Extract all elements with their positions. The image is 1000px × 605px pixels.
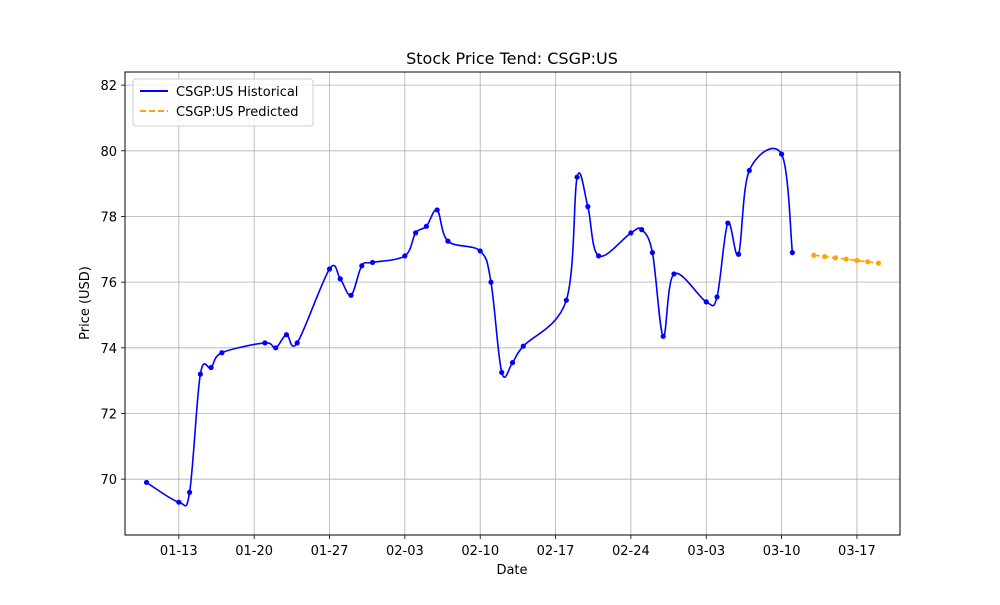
data-point-predicted — [865, 259, 871, 265]
data-point-historical — [520, 343, 526, 349]
y-tick-label: 82 — [100, 79, 117, 94]
data-point-historical — [413, 230, 419, 236]
data-point-historical — [283, 332, 290, 338]
y-tick-label: 74 — [100, 342, 117, 357]
x-tick-label: 03-03 — [687, 544, 725, 559]
data-point-predicted — [811, 252, 817, 258]
data-point-historical — [671, 271, 677, 277]
legend-box — [132, 78, 314, 127]
data-point-historical — [649, 250, 656, 256]
legend: CSGP:US Historical CSGP:US Predicted — [132, 78, 314, 127]
legend-label-historical: CSGP:US Historical — [176, 85, 298, 100]
data-point-historical — [294, 340, 300, 346]
data-point-historical — [434, 207, 440, 213]
x-tick-label: 01-20 — [235, 544, 273, 559]
x-tick-label: 03-10 — [763, 544, 801, 559]
data-point-historical — [499, 369, 505, 376]
series-layer — [143, 147, 882, 507]
y-axis-ticks: 70 72 74 76 78 80 82 — [100, 79, 125, 488]
data-point-predicted — [875, 260, 882, 266]
data-point-historical — [585, 204, 591, 210]
data-point-historical — [488, 279, 494, 285]
data-point-historical — [714, 294, 720, 300]
y-axis-label: Price (USD) — [78, 266, 93, 340]
y-tick-label: 80 — [100, 145, 117, 160]
data-point-historical — [574, 174, 580, 180]
data-point-historical — [369, 259, 376, 266]
data-point-historical — [445, 238, 451, 244]
y-tick-label: 76 — [100, 276, 117, 291]
data-point-predicted — [832, 255, 839, 261]
data-point-historical — [789, 250, 795, 256]
legend-label-predicted: CSGP:US Predicted — [176, 105, 299, 120]
x-axis-label: Date — [496, 563, 527, 578]
data-point-historical — [639, 227, 645, 233]
x-tick-label: 02-24 — [612, 544, 650, 559]
x-tick-label: 02-03 — [386, 544, 424, 559]
x-tick-label: 01-13 — [160, 544, 198, 559]
data-point-historical — [262, 340, 268, 346]
data-point-historical — [628, 230, 634, 236]
data-point-predicted — [843, 256, 849, 262]
x-axis-ticks: 01-13 01-20 01-27 02-03 02-10 02-17 02-24 03-03… — [160, 535, 876, 559]
data-point-historical — [477, 248, 483, 254]
x-tick-label: 03-17 — [838, 544, 876, 559]
data-point-historical — [186, 489, 193, 495]
data-point-historical — [703, 299, 709, 305]
data-point-historical — [509, 360, 516, 366]
data-point-predicted — [854, 257, 860, 264]
data-point-historical — [402, 253, 408, 259]
y-tick-label: 78 — [100, 210, 117, 225]
y-tick-label: 72 — [100, 408, 117, 423]
y-tick-label: 70 — [100, 473, 117, 488]
plot-frame — [124, 71, 901, 536]
data-point-historical — [273, 345, 279, 351]
grid — [125, 72, 900, 535]
data-point-historical — [143, 479, 150, 486]
data-point-historical — [735, 251, 742, 257]
data-point-historical — [208, 364, 214, 371]
data-point-historical — [197, 371, 203, 377]
x-tick-label: 02-10 — [461, 544, 499, 559]
x-tick-label: 02-17 — [537, 544, 575, 559]
data-point-historical — [725, 220, 731, 226]
data-point-historical — [219, 350, 225, 356]
x-tick-label: 01-27 — [311, 544, 349, 559]
data-point-historical — [563, 297, 569, 303]
data-point-historical — [326, 266, 333, 272]
data-point-historical — [596, 253, 602, 259]
data-point-historical — [746, 167, 752, 174]
data-point-historical — [359, 263, 365, 269]
data-point-historical — [348, 292, 354, 298]
data-point-historical — [778, 151, 785, 157]
data-point-historical — [423, 223, 429, 229]
data-point-historical — [660, 333, 666, 339]
data-point-predicted — [822, 253, 828, 260]
chart-title: Stock Price Tend: CSGP:US — [406, 49, 618, 68]
data-point-historical — [337, 276, 343, 282]
data-point-historical — [176, 499, 182, 505]
